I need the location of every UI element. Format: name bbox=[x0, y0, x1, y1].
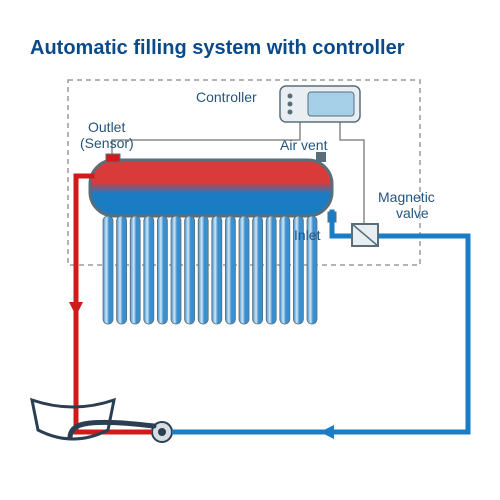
label-air-vent: Air vent bbox=[280, 137, 328, 153]
label-magnetic: Magnetic bbox=[378, 189, 435, 205]
collector-tube bbox=[212, 216, 222, 324]
collector-tube bbox=[144, 216, 154, 324]
controller-button-icon bbox=[288, 94, 293, 99]
collector-tube bbox=[103, 216, 113, 324]
air-vent-cap bbox=[316, 152, 326, 162]
label-outlet: Outlet bbox=[88, 119, 125, 135]
collector-tube bbox=[157, 216, 167, 324]
collector-tube bbox=[198, 216, 208, 324]
collector-tube bbox=[185, 216, 195, 324]
valve-knob-icon bbox=[158, 428, 166, 436]
collector-tube bbox=[239, 216, 249, 324]
collector-tube bbox=[253, 216, 263, 324]
label-sensor: (Sensor) bbox=[80, 135, 134, 151]
controller-button-icon bbox=[288, 110, 293, 115]
collector-tube bbox=[171, 216, 181, 324]
label-controller: Controller bbox=[196, 89, 257, 105]
diagram-canvas: Automatic filling system with controller… bbox=[0, 0, 500, 500]
collector-tube bbox=[280, 216, 290, 324]
water-tank bbox=[90, 160, 332, 216]
outlet-port bbox=[106, 154, 120, 162]
collector-tube bbox=[130, 216, 140, 324]
collector-tube bbox=[266, 216, 276, 324]
collector-tube bbox=[225, 216, 235, 324]
controller-button-icon bbox=[288, 102, 293, 107]
diagram-title: Automatic filling system with controller bbox=[30, 37, 405, 59]
label-inlet: Inlet bbox=[294, 227, 321, 243]
label-valve: valve bbox=[396, 205, 429, 221]
controller-screen bbox=[308, 92, 354, 116]
collector-tube bbox=[117, 216, 127, 324]
